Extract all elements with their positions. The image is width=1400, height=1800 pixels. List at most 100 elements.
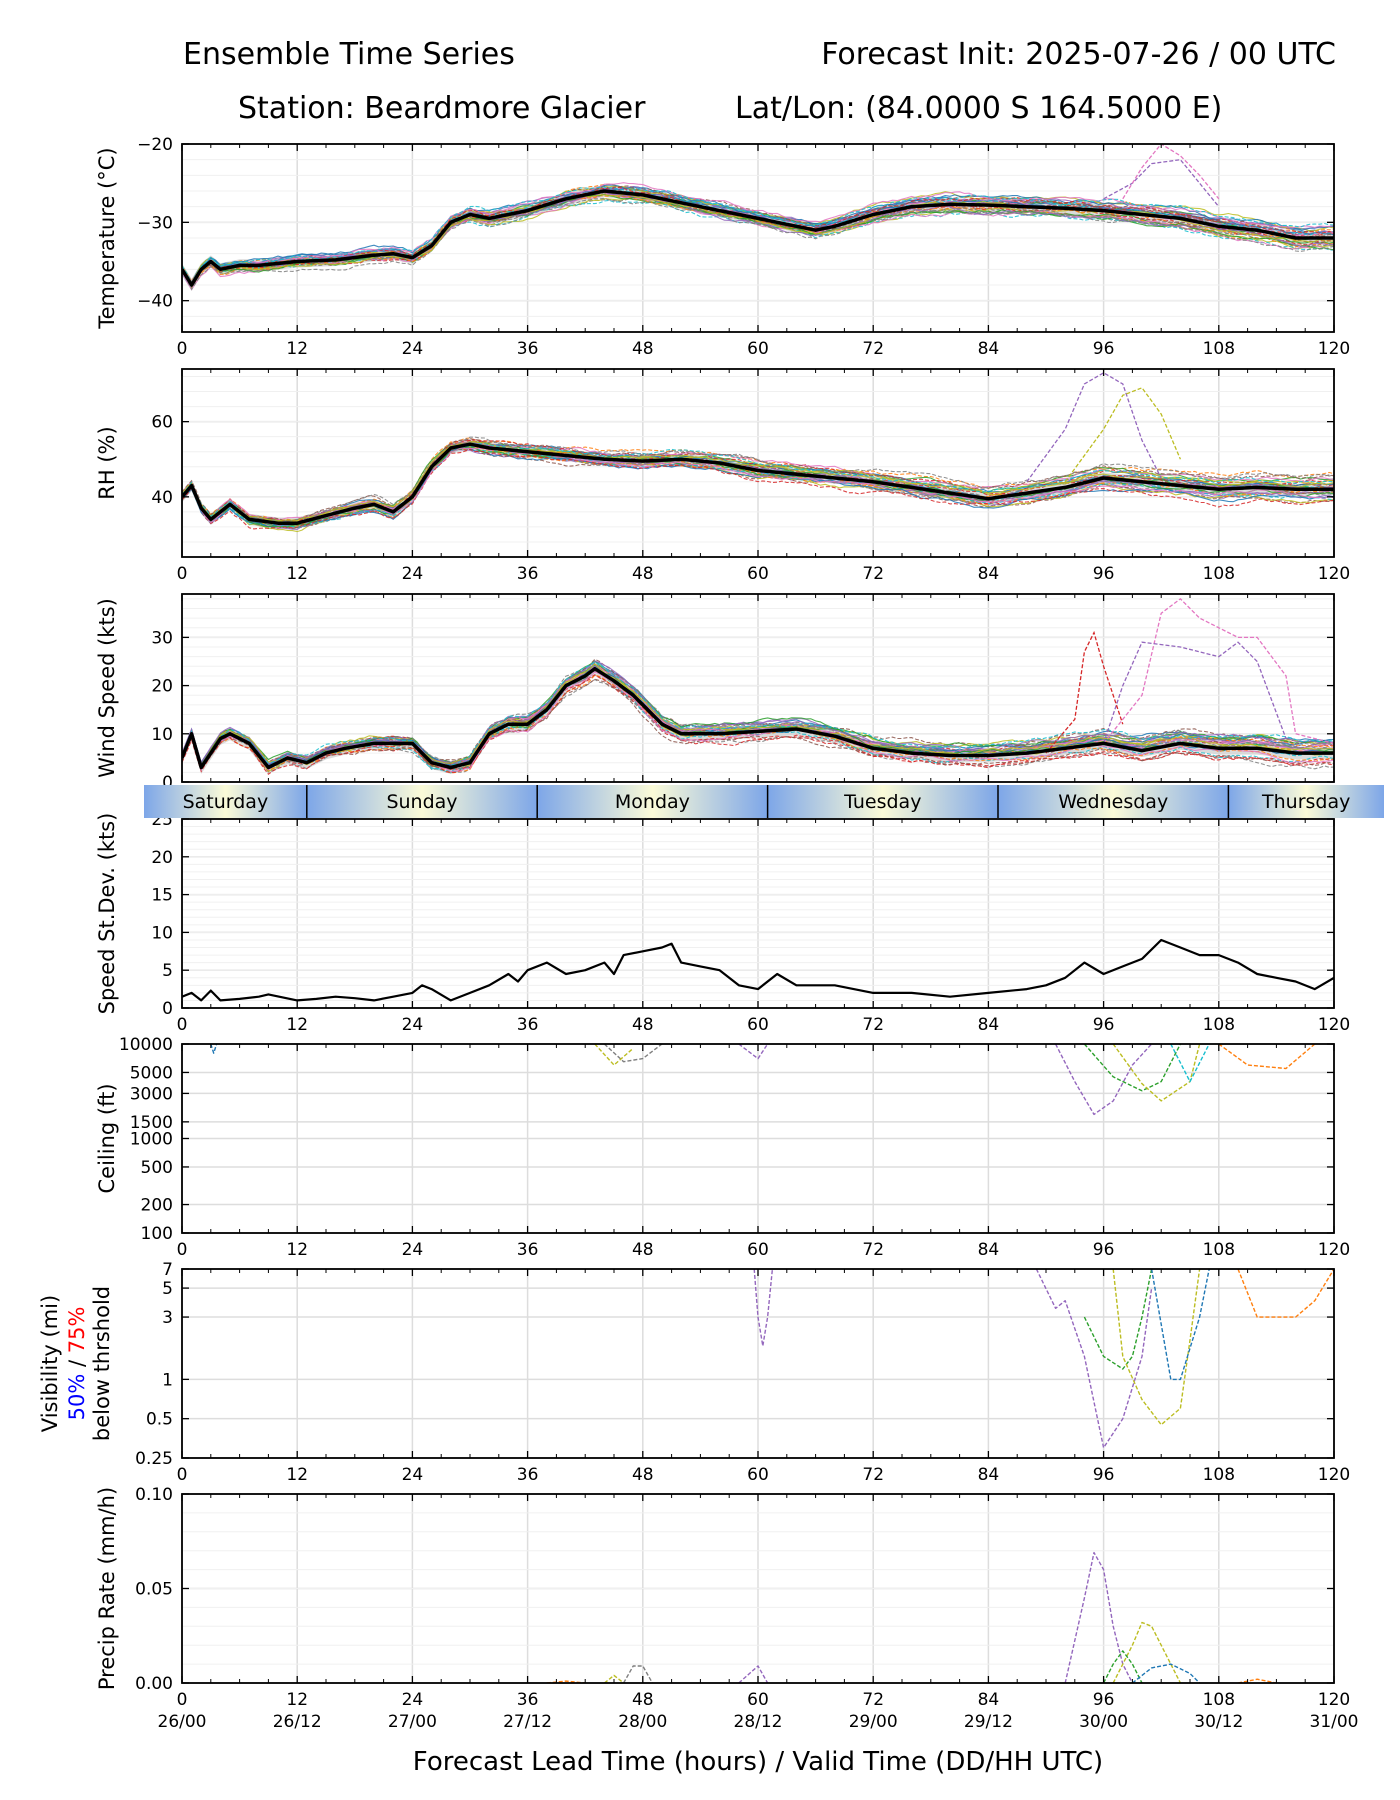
speed_stdev-x-tick-label: 96 bbox=[1093, 1015, 1115, 1035]
temperature-outlier-line bbox=[1103, 159, 1220, 208]
valid-time-label: 26/12 bbox=[273, 1712, 322, 1732]
precip-grid bbox=[181, 1493, 1335, 1684]
rh-x-tick-label: 48 bbox=[632, 564, 654, 584]
valid-time-label: 27/00 bbox=[388, 1712, 437, 1732]
visibility-y-label-threshold: 50% / 75% bbox=[65, 1307, 89, 1421]
rh-outlier-line bbox=[1064, 387, 1181, 483]
ceiling-member-line bbox=[1218, 1044, 1316, 1070]
visibility-y-label-sub: below thrshold bbox=[90, 1286, 114, 1441]
ceiling-x-tick-label: 120 bbox=[1318, 1240, 1350, 1260]
speed_stdev-y-tick-label: 0 bbox=[162, 999, 173, 1019]
valid-time-label: 30/12 bbox=[1194, 1712, 1243, 1732]
visibility-grid bbox=[181, 1268, 1335, 1459]
visibility-y-tick-label: 0.25 bbox=[135, 1449, 173, 1469]
rh-member-line bbox=[182, 445, 1334, 533]
rh-member-line bbox=[182, 436, 1334, 523]
temperature-x-tick-label: 72 bbox=[862, 339, 884, 359]
rh-y-label: RH (%) bbox=[95, 426, 119, 499]
visibility-panel: 0 12 24 36 48 60 72 84 96 108 120 0.25 0.5 1 3 57 Visibi… bbox=[38, 1260, 1350, 1485]
speed_stdev-st-dev-line bbox=[182, 938, 1334, 1002]
valid-time-label: 29/00 bbox=[849, 1712, 898, 1732]
day-band-label: Sunday bbox=[386, 791, 457, 813]
precip-y-tick-label: 0.10 bbox=[135, 1485, 173, 1505]
rh-y-tick-label: 60 bbox=[151, 413, 173, 433]
ceiling-x-tick-label: 108 bbox=[1203, 1240, 1235, 1260]
precip-member-line bbox=[1237, 1678, 1277, 1683]
visibility-x-tick-label: 60 bbox=[747, 1465, 769, 1485]
temperature-x-tick-label: 0 bbox=[177, 339, 188, 359]
station-name: Station: Beardmore Glacier bbox=[238, 91, 646, 126]
visibility-x-tick-label: 72 bbox=[862, 1465, 884, 1485]
visibility-x-tick-label: 84 bbox=[978, 1465, 1000, 1485]
speed_stdev-plot bbox=[182, 938, 1334, 1002]
ceiling-member-line bbox=[210, 1044, 218, 1054]
wind-y-tick-label: 10 bbox=[151, 725, 173, 745]
visibility-member-line bbox=[1237, 1269, 1334, 1318]
temperature-x-tick-label: 96 bbox=[1093, 339, 1115, 359]
ceiling-member-line bbox=[1112, 1044, 1201, 1102]
valid-time-label: 27/12 bbox=[503, 1712, 552, 1732]
valid-time-label: 30/00 bbox=[1079, 1712, 1128, 1732]
rh-x-tick-label: 60 bbox=[747, 564, 769, 584]
valid-time-label: 28/12 bbox=[734, 1712, 783, 1732]
title-right: Forecast Init: 2025-07-26 / 00 UTC bbox=[821, 37, 1336, 72]
day-band-label: Monday bbox=[615, 791, 690, 813]
precip-x-tick-label: 48 bbox=[632, 1690, 654, 1710]
visibility-member-line bbox=[1112, 1269, 1201, 1426]
precip-x-tick-label: 96 bbox=[1093, 1690, 1115, 1710]
precip-member-line bbox=[1112, 1621, 1182, 1683]
title-left: Ensemble Time Series bbox=[183, 37, 515, 72]
precip-member-line bbox=[603, 1674, 625, 1683]
temperature-y-label: Temperature (°C) bbox=[95, 147, 119, 329]
speed_stdev-x-tick-label: 60 bbox=[747, 1015, 769, 1035]
precip-x-tick-label: 36 bbox=[517, 1690, 539, 1710]
ceiling-x-tick-label: 0 bbox=[177, 1240, 188, 1260]
ceiling-y-tick-label: 5000 bbox=[130, 1063, 173, 1083]
ceiling-grid bbox=[181, 1043, 1335, 1234]
precip-x-tick-label: 60 bbox=[747, 1690, 769, 1710]
ceiling-member-line bbox=[1170, 1044, 1210, 1083]
temperature-x-tick-label: 108 bbox=[1203, 339, 1235, 359]
visibility-x-tick-label: 12 bbox=[286, 1465, 308, 1485]
ceiling-y-tick-label: 500 bbox=[141, 1158, 173, 1178]
visibility-y-tick-label: 7 bbox=[162, 1260, 173, 1280]
visibility-x-tick-label: 48 bbox=[632, 1465, 654, 1485]
precip-x-tick-label: 108 bbox=[1203, 1690, 1235, 1710]
rh-member-line bbox=[182, 448, 1334, 530]
visibility-y-tick-label: 5 bbox=[162, 1279, 173, 1299]
visibility-x-tick-label: 96 bbox=[1093, 1465, 1115, 1485]
speed_stdev-y-tick-label: 10 bbox=[151, 923, 173, 943]
speed_stdev-x-tick-label: 12 bbox=[286, 1015, 308, 1035]
ceiling-x-tick-label: 24 bbox=[402, 1240, 424, 1260]
ceiling-y-tick-label: 10000 bbox=[119, 1035, 173, 1055]
precip-panel: 0 12 24 36 48 60 72 84 96 108 120 0.00 0.05 0.10 Preci… bbox=[95, 1485, 1359, 1732]
valid-time-label: 29/12 bbox=[964, 1712, 1013, 1732]
ceiling-member-line bbox=[603, 1044, 663, 1063]
station-latlon: Lat/Lon: (84.0000 S 164.5000 E) bbox=[735, 91, 1222, 126]
visibility-y-label: Visibility (mi) bbox=[38, 1295, 62, 1432]
rh-member-line bbox=[182, 442, 1334, 524]
rh-member-line bbox=[182, 438, 1334, 522]
day-band-label: Saturday bbox=[183, 791, 269, 813]
temperature-x-tick-label: 60 bbox=[747, 339, 769, 359]
visibility-y-tick-label: 1 bbox=[162, 1370, 173, 1390]
ceiling-member-line bbox=[594, 1044, 634, 1066]
wind-plot bbox=[182, 597, 1334, 775]
temperature-member-line bbox=[182, 182, 1334, 285]
precip-x-tick-label: 12 bbox=[286, 1690, 308, 1710]
precip-y-tick-label: 0.00 bbox=[135, 1674, 173, 1694]
ceiling-y-tick-label: 1000 bbox=[130, 1130, 173, 1150]
visibility-x-tick-label: 108 bbox=[1203, 1465, 1235, 1485]
speed_stdev-x-tick-label: 24 bbox=[402, 1015, 424, 1035]
precip-member-line bbox=[1102, 1650, 1143, 1683]
day-band-label: Thursday bbox=[1261, 791, 1350, 813]
temperature-x-tick-label: 12 bbox=[286, 339, 308, 359]
ceiling-y-tick-label: 1500 bbox=[130, 1113, 173, 1133]
visibility-x-tick-label: 24 bbox=[402, 1465, 424, 1485]
rh-x-tick-label: 0 bbox=[177, 564, 188, 584]
speed_stdev-x-tick-label: 36 bbox=[517, 1015, 539, 1035]
wind-member-line bbox=[182, 674, 1334, 775]
temperature-panel: 0 12 24 36 48 60 72 84 96 108 120 −40 −30 −20 Temperat… bbox=[95, 135, 1350, 359]
ceiling-x-tick-label: 36 bbox=[517, 1240, 539, 1260]
